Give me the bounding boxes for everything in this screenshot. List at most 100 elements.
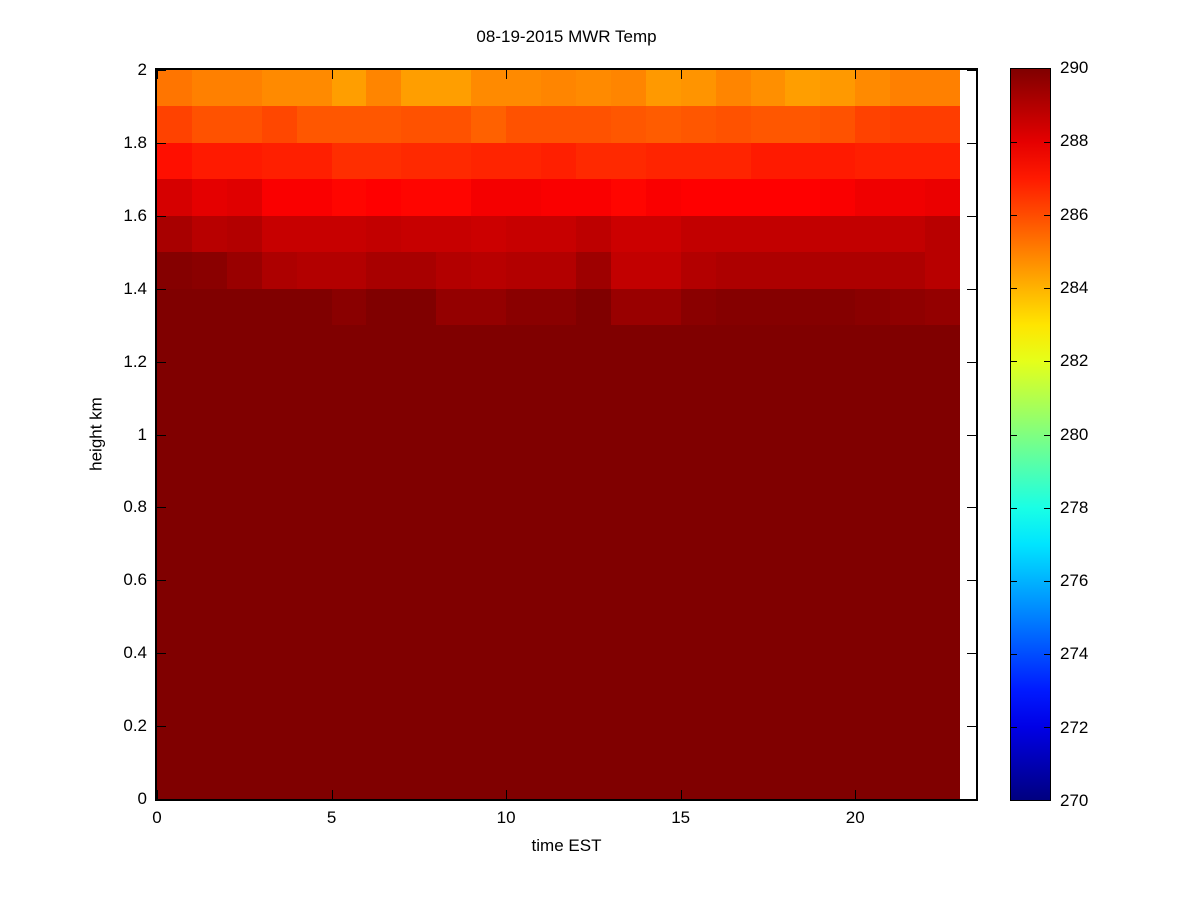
heatmap-cell — [785, 252, 821, 290]
heatmap-cell — [366, 252, 402, 290]
y-tick-label: 1.4 — [123, 278, 147, 298]
y-tick-label: 1 — [137, 424, 147, 444]
heatmap-cell — [296, 470, 333, 508]
heatmap-cell — [471, 325, 507, 363]
y-tick-label: 0.8 — [123, 497, 147, 517]
heatmap-cell — [925, 70, 960, 108]
heatmap-cell — [890, 215, 926, 253]
heatmap-cell — [575, 142, 612, 180]
heatmap-cell — [401, 470, 437, 508]
heatmap-cell — [890, 616, 926, 654]
axis-tick-mark — [967, 434, 976, 436]
heatmap-cell — [261, 434, 298, 472]
heatmap-cell — [296, 142, 333, 180]
heatmap-cell — [925, 580, 960, 618]
heatmap-cell — [785, 106, 821, 144]
heatmap-cell — [401, 325, 437, 363]
heatmap-cell — [890, 70, 926, 108]
heatmap-cell — [785, 398, 821, 436]
axis-tick-mark — [967, 799, 976, 800]
colorbar-tick-mark — [1044, 434, 1050, 436]
heatmap-cell — [645, 507, 682, 545]
heatmap-cell — [820, 580, 856, 618]
heatmap-cell — [541, 325, 577, 363]
heatmap-cell — [785, 470, 821, 508]
colorbar-tick-label: 284 — [1060, 277, 1089, 297]
heatmap-cell — [750, 288, 787, 326]
heatmap-cell — [366, 325, 402, 363]
heatmap-cell — [541, 288, 577, 326]
heatmap-cell — [610, 215, 647, 253]
axis-tick-mark — [967, 361, 976, 363]
heatmap-cell — [715, 361, 752, 399]
heatmap-cell — [506, 580, 542, 618]
heatmap-cell — [785, 543, 821, 581]
heatmap-cell — [785, 653, 821, 691]
heatmap-cell — [610, 252, 647, 290]
heatmap-cell — [191, 325, 228, 363]
heatmap-cell — [890, 252, 926, 290]
heatmap-cell — [575, 106, 612, 144]
heatmap-cell — [715, 762, 752, 799]
heatmap-cell — [680, 434, 717, 472]
heatmap-cell — [575, 215, 612, 253]
heatmap-cell — [715, 726, 752, 764]
heatmap-cell — [331, 142, 368, 180]
heatmap-cell — [401, 580, 437, 618]
heatmap-cell — [471, 179, 507, 217]
heatmap-cell — [366, 179, 402, 217]
heatmap-cell — [925, 543, 960, 581]
heatmap-cell — [331, 762, 368, 799]
heatmap-cell — [855, 580, 891, 618]
heatmap-cell — [331, 398, 368, 436]
axis-tick-mark — [967, 507, 976, 509]
heatmap-cell — [575, 726, 612, 764]
heatmap-cell — [925, 726, 960, 764]
heatmap-cell — [471, 361, 507, 399]
heatmap-cell — [296, 653, 333, 691]
heatmap-cell — [226, 762, 263, 799]
heatmap-cell — [820, 726, 856, 764]
heatmap-cell — [157, 543, 193, 581]
axis-tick-mark — [967, 142, 976, 144]
heatmap-cell — [890, 580, 926, 618]
colorbar-tick-label: 290 — [1060, 58, 1089, 77]
axis-tick-mark — [157, 653, 166, 655]
heatmap-cell — [191, 726, 228, 764]
heatmap-cell — [645, 398, 682, 436]
heatmap-cell — [820, 689, 856, 727]
heatmap-cell — [471, 507, 507, 545]
heatmap-cell — [575, 507, 612, 545]
heatmap-cell — [820, 470, 856, 508]
y-axis-label: height km — [86, 397, 106, 471]
axis-tick-mark — [157, 70, 166, 71]
heatmap-cell — [575, 70, 612, 108]
heatmap-cell — [506, 726, 542, 764]
heatmap-cell — [296, 70, 333, 108]
heatmap-cell — [855, 616, 891, 654]
axis-tick-mark — [157, 580, 166, 582]
heatmap-cell — [890, 543, 926, 581]
heatmap-cell — [715, 398, 752, 436]
heatmap-cell — [401, 434, 437, 472]
colorbar-tick-label: 288 — [1060, 131, 1089, 151]
heatmap-cell — [366, 434, 402, 472]
heatmap-cell — [541, 726, 577, 764]
heatmap-cell — [715, 252, 752, 290]
heatmap-cell — [925, 252, 960, 290]
heatmap-cell — [366, 726, 402, 764]
heatmap-cell — [436, 325, 472, 363]
colorbar-tick-label: 270 — [1060, 791, 1089, 810]
heatmap-cell — [855, 215, 891, 253]
colorbar — [1010, 68, 1051, 801]
heatmap-cell — [436, 726, 472, 764]
colorbar-tick-mark — [1011, 361, 1017, 363]
heatmap-cell — [820, 434, 856, 472]
heatmap-cell — [610, 325, 647, 363]
heatmap-cell — [715, 179, 752, 217]
heatmap-cell — [157, 616, 193, 654]
heatmap-cell — [157, 288, 193, 326]
heatmap-cell — [401, 653, 437, 691]
heatmap-cell — [925, 106, 960, 144]
